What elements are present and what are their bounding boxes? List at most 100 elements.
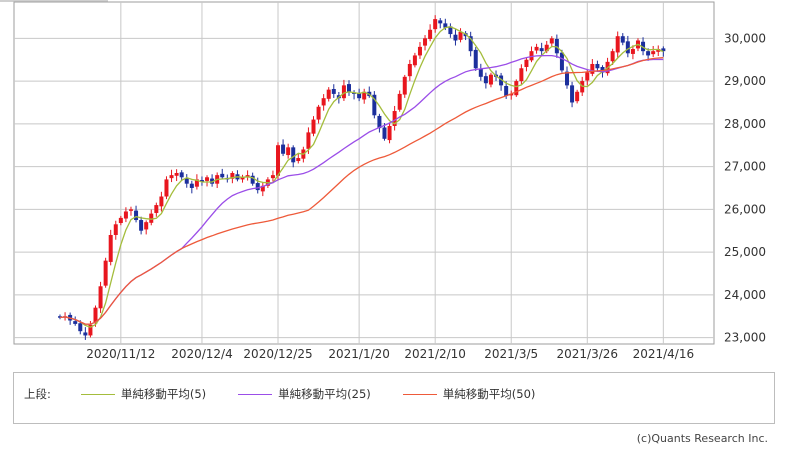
candle-body: [210, 178, 215, 184]
candle-body: [240, 177, 245, 180]
candle-body: [433, 19, 438, 30]
candle-body: [83, 332, 88, 336]
candle-body: [585, 72, 590, 81]
candle-body: [499, 75, 504, 86]
candle-body: [529, 51, 534, 61]
candle-body: [260, 185, 265, 192]
candle-body: [149, 213, 154, 223]
candle-body: [108, 234, 113, 262]
candle-body: [559, 52, 564, 71]
candle-body: [128, 209, 133, 211]
x-tick-label: 2020/12/4: [171, 347, 233, 361]
candle-body: [194, 179, 199, 187]
candle-body: [509, 93, 514, 96]
candle-body: [392, 111, 397, 126]
candle-body: [625, 41, 630, 54]
sma-line: [59, 57, 664, 325]
candle-body: [270, 175, 275, 179]
candle-body: [357, 93, 362, 99]
candle-body: [139, 220, 144, 231]
legend-label-sma50: 単純移動平均(50): [442, 387, 536, 401]
candle-body: [255, 183, 260, 191]
candle-body: [600, 66, 605, 73]
candle-body: [554, 38, 559, 54]
candle-body: [179, 172, 184, 178]
candle-body: [402, 76, 407, 95]
top-tab-indicator: [0, 0, 108, 2]
legend-box: 上段: 単純移動平均(5) 単純移動平均(25) 単純移動平均(50): [13, 372, 775, 424]
candle-body: [159, 196, 164, 207]
legend-row: 上段: 単純移動平均(5) 単純移動平均(25) 単純移動平均(50): [24, 386, 567, 402]
candle-body: [620, 36, 625, 43]
candle-body: [291, 147, 296, 163]
candle-body: [488, 74, 493, 85]
candle-body: [199, 180, 204, 182]
candle-body: [93, 307, 98, 324]
candle-body: [98, 286, 103, 309]
legend-line-sma5: [80, 393, 115, 395]
candle-body: [382, 127, 387, 139]
candle-body: [641, 41, 646, 52]
candle-body: [473, 49, 478, 69]
legend-item-sma50: 単純移動平均(50): [402, 386, 536, 402]
x-tick-label: 2021/3/26: [557, 347, 619, 361]
candle-body: [443, 23, 448, 28]
legend-item-sma25: 単純移動平均(25): [238, 386, 371, 402]
y-tick-label: 23,000: [724, 331, 766, 345]
candle-body: [346, 84, 351, 92]
legend-item-sma5: 単純移動平均(5): [80, 386, 207, 402]
candle-body: [651, 51, 656, 55]
candle-body: [468, 36, 473, 52]
copyright-text: (c)Quants Research Inc.: [636, 432, 768, 445]
candle-body: [453, 34, 458, 41]
candle-body: [230, 173, 235, 179]
y-tick-label: 29,000: [724, 74, 766, 88]
candle-body: [595, 63, 600, 69]
candle-body: [630, 49, 635, 54]
candle-body: [134, 210, 139, 221]
y-tick-label: 24,000: [724, 288, 766, 302]
candle-body: [311, 119, 316, 134]
candle-body: [331, 88, 336, 94]
candle-body: [397, 93, 402, 110]
candle-body: [458, 31, 463, 40]
y-tick-label: 26,000: [724, 202, 766, 216]
x-tick-label: 2021/4/16: [633, 347, 695, 361]
candle-body: [88, 324, 93, 336]
candle-body: [417, 46, 422, 56]
x-tick-label: 2021/2/10: [404, 347, 466, 361]
candle-body: [539, 48, 544, 52]
candle-body: [174, 173, 179, 176]
price-chart: 30,000 29,000 28,000 27,000 26,000 25,000 24,0…: [13, 1, 766, 361]
candle-body: [154, 205, 159, 213]
candle-body: [326, 89, 331, 99]
candle-body: [250, 175, 255, 184]
candle-body: [276, 145, 281, 176]
y-tick-label: 30,000: [724, 31, 766, 45]
candle-body: [590, 63, 595, 74]
candle-body: [286, 147, 291, 156]
x-tick-label: 2021/1/20: [328, 347, 390, 361]
candle-body: [514, 81, 519, 96]
y-tick-label: 28,000: [724, 117, 766, 131]
candle-body: [316, 106, 321, 120]
candle-body: [387, 125, 392, 141]
candle-body: [504, 86, 509, 97]
legend-label-sma5: 単純移動平均(5): [120, 387, 207, 401]
candle-body: [423, 38, 428, 46]
candle-body: [184, 178, 189, 184]
plot-area: [13, 1, 715, 345]
candle-body: [565, 71, 569, 86]
candle-body: [448, 26, 453, 35]
x-tick-label: 2021/3/5: [484, 347, 538, 361]
candle-body: [372, 94, 377, 116]
candle-body: [73, 321, 78, 324]
x-tick-label: 2020/12/25: [243, 347, 312, 361]
candle-body: [610, 51, 615, 62]
candle-body: [524, 59, 529, 67]
candle-body: [341, 85, 346, 99]
candle-body: [575, 91, 580, 102]
sma-line: [59, 26, 664, 328]
candle-body: [646, 51, 651, 56]
candle-body: [544, 44, 549, 52]
